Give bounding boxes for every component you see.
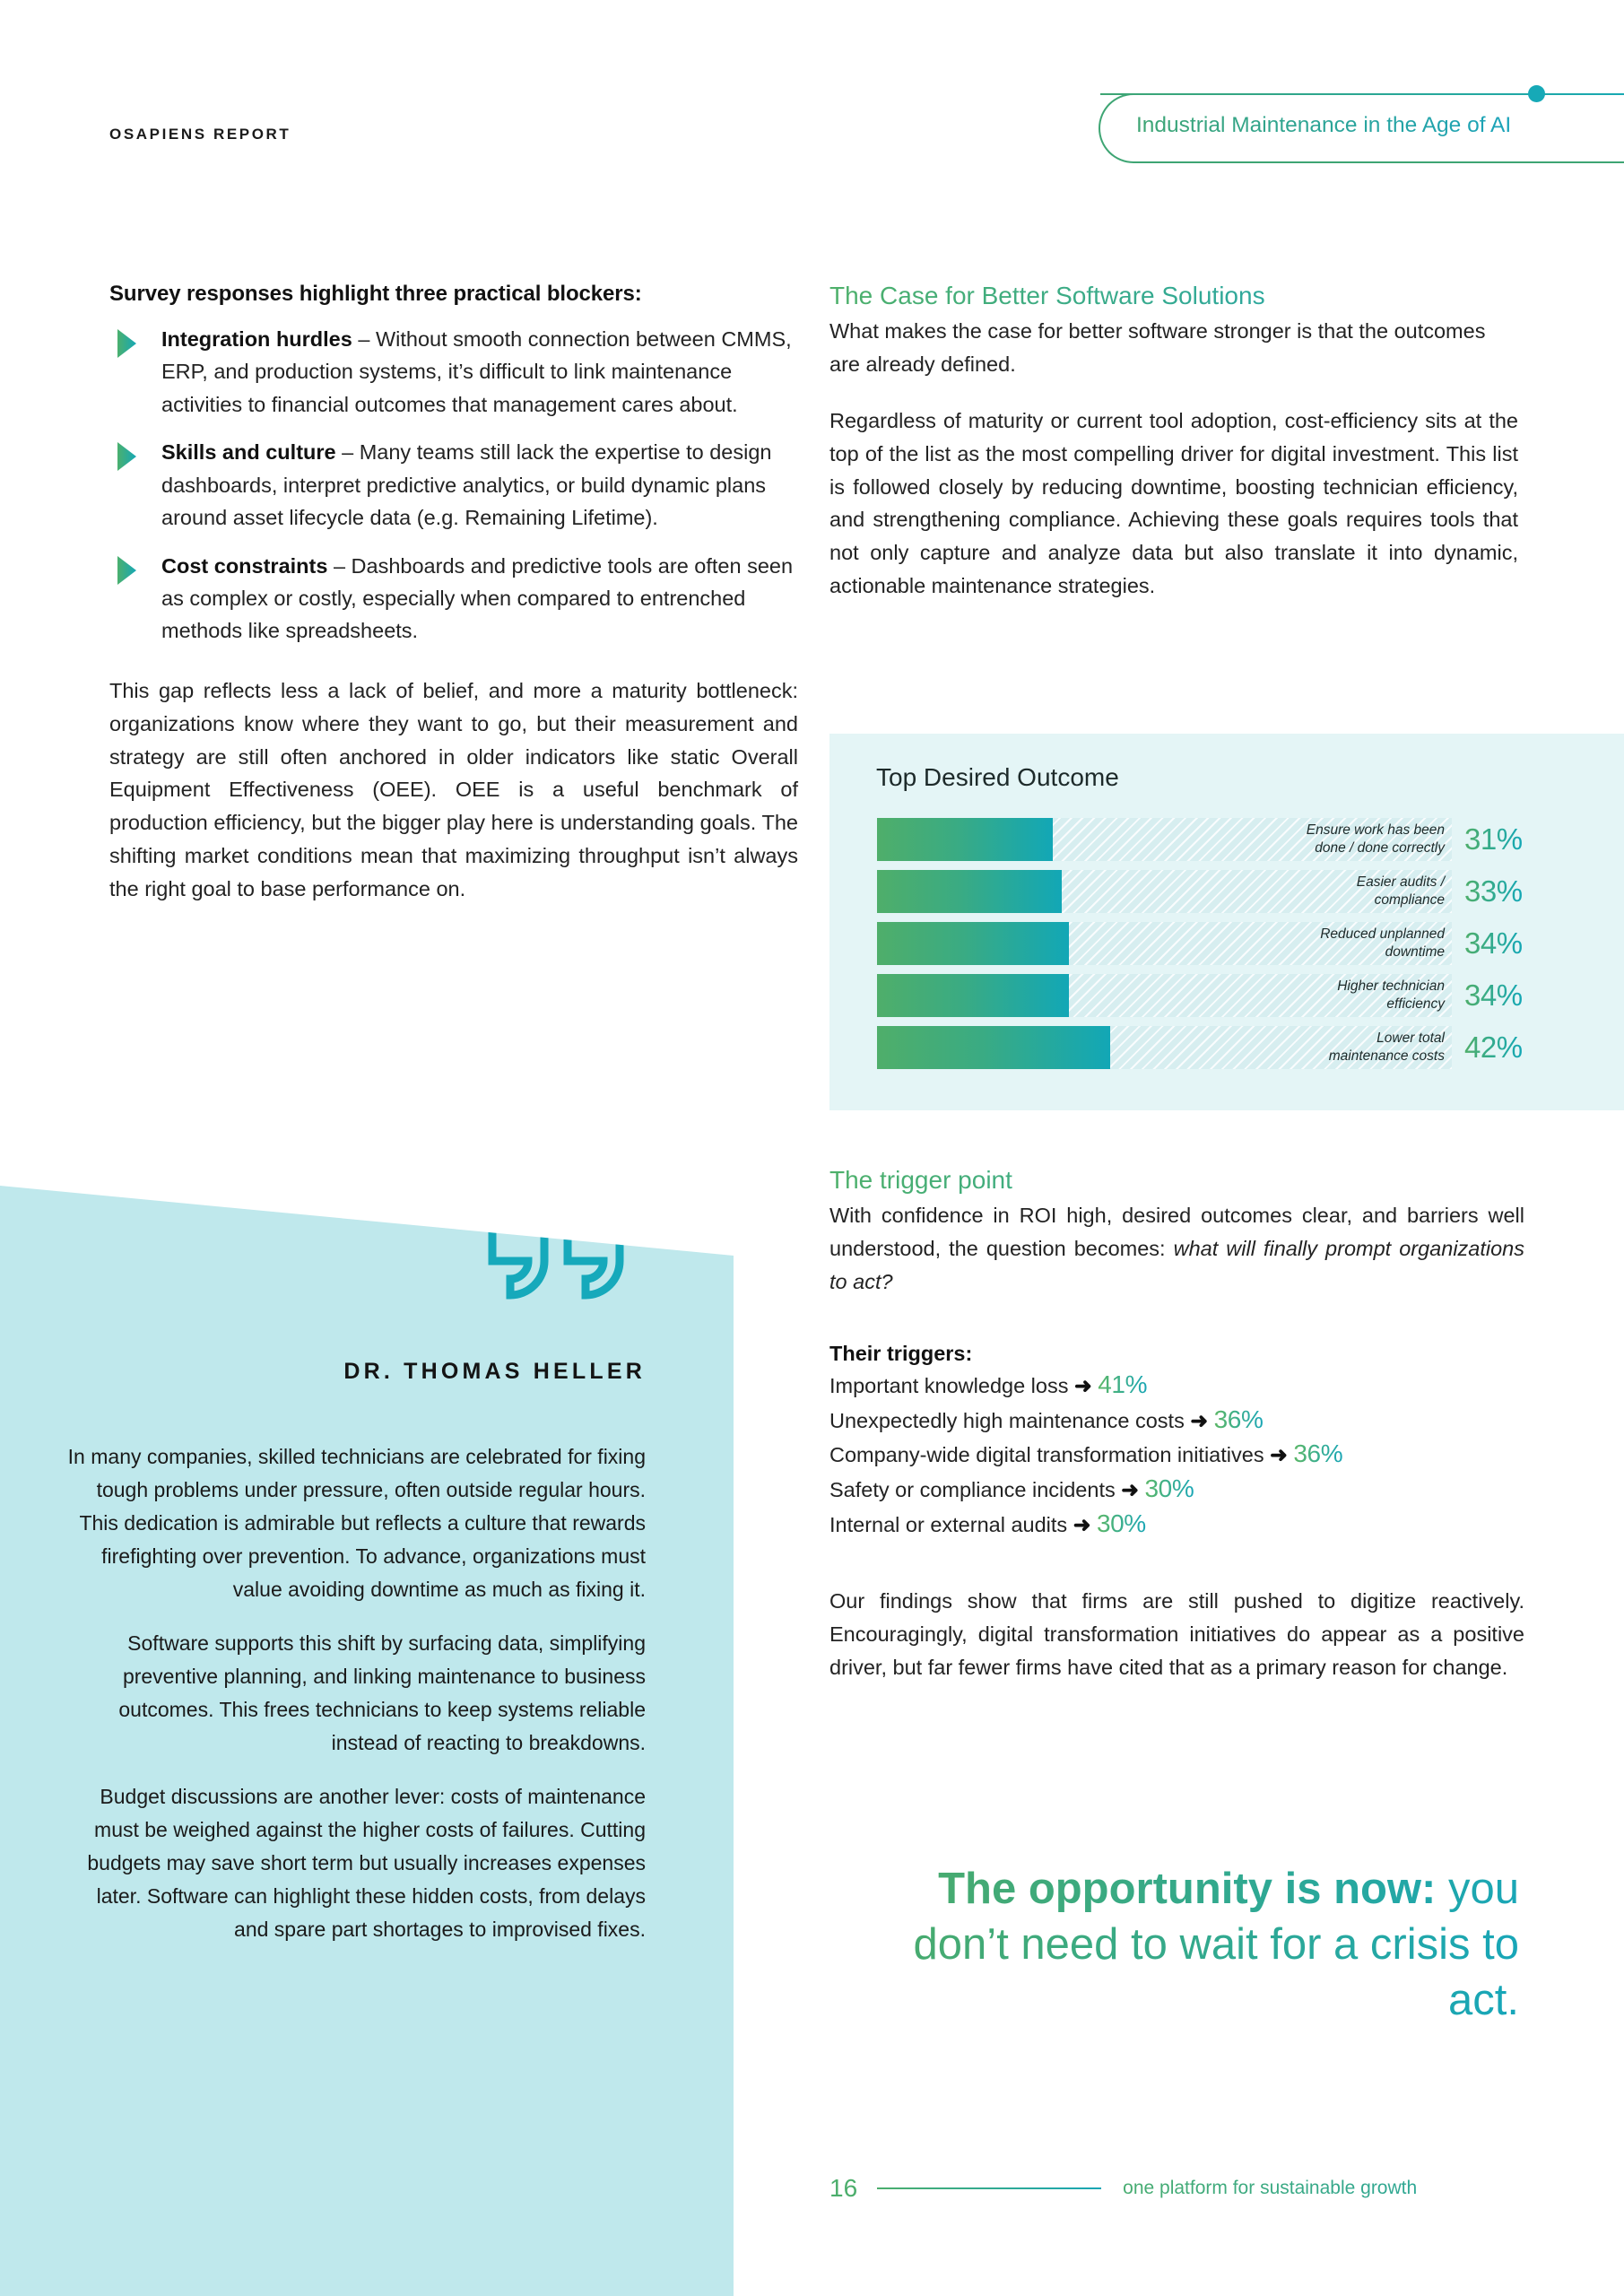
trigger-item: Important knowledge loss ➜ 41% <box>829 1368 1524 1403</box>
bar-value-label: 42% <box>1464 1031 1523 1064</box>
bar-value-label: 34% <box>1464 926 1523 960</box>
bullet-term: Cost constraints <box>161 553 328 578</box>
quote-callout: DR. THOMAS HELLER In many companies, ski… <box>0 1186 734 2296</box>
trigger-item: Unexpectedly high maintenance costs ➜ 36… <box>829 1403 1524 1438</box>
bullet-term: Integration hurdles <box>161 327 352 351</box>
footer-divider <box>877 2187 1102 2189</box>
trigger-item: Safety or compliance incidents ➜ 30% <box>829 1472 1524 1507</box>
page-number: 16 <box>829 2174 858 2202</box>
chart-bars: Ensure work has been done / done correct… <box>877 818 1584 1078</box>
bar-fill <box>877 974 1070 1017</box>
quotation-mark-icon <box>484 1197 628 1305</box>
report-label: OSAPIENS REPORT <box>109 126 291 143</box>
list-item: Integration hurdles – Without smooth con… <box>109 323 798 421</box>
bar-track: Reduced unplanned downtime <box>877 922 1452 965</box>
right-column: The Case for Better Software Solutions W… <box>829 282 1518 626</box>
bar-category-label: Reduced unplanned downtime <box>1320 926 1445 960</box>
bar-value-label: 31% <box>1464 822 1523 856</box>
trigger-value: 30% <box>1144 1474 1194 1503</box>
header-title-tag: Industrial Maintenance in the Age of AI <box>1099 85 1624 163</box>
left-column: Survey responses highlight three practic… <box>109 282 798 929</box>
section-heading-software: The Case for Better Software Solutions <box>829 282 1518 310</box>
trigger-point-section: The trigger point With confidence in ROI… <box>829 1166 1524 1708</box>
bar-track: Higher technician efficiency <box>877 974 1452 1017</box>
bar-fill <box>877 818 1053 861</box>
bullet-text: – Many teams still lack the expertise to… <box>161 440 772 530</box>
arrow-right-icon: ➜ <box>1074 1373 1092 1397</box>
chart-bar-row: Reduced unplanned downtime 34% <box>877 922 1584 965</box>
left-lead-heading: Survey responses highlight three practic… <box>109 282 642 306</box>
header-tag-shape <box>1099 92 1624 163</box>
bar-track: Lower total maintenance costs <box>877 1026 1452 1069</box>
bullet-text: – Dashboards and predictive tools are of… <box>161 553 794 643</box>
arrow-right-icon: ➜ <box>1073 1513 1091 1537</box>
list-item: Skills and culture – Many teams still la… <box>109 436 798 534</box>
chart-bar-row: Lower total maintenance costs 42% <box>877 1026 1584 1069</box>
chart-bar-row: Easier audits / compliance 33% <box>877 870 1584 913</box>
bar-category-label: Lower total maintenance costs <box>1328 1031 1445 1064</box>
bar-fill <box>877 922 1070 965</box>
trigger-label: Unexpectedly high maintenance costs <box>829 1408 1185 1432</box>
trigger-label: Important knowledge loss <box>829 1373 1069 1397</box>
bar-fill <box>877 870 1063 913</box>
bar-fill <box>877 1026 1110 1069</box>
quote-paragraph: In many companies, skilled technicians a… <box>67 1445 646 1602</box>
quote-body: In many companies, skilled technicians a… <box>63 1440 646 1946</box>
trigger-value: 41% <box>1098 1370 1148 1398</box>
bullet-term: Skills and culture <box>161 440 336 465</box>
page-footer: 16 one platform for sustainable growth <box>829 2174 1520 2203</box>
trigger-label: Safety or compliance incidents <box>829 1478 1116 1502</box>
trigger-intro-italic: what will finally prompt organizations t… <box>829 1236 1524 1293</box>
section-heading-trigger: The trigger point <box>829 1166 1524 1195</box>
closing-paragraph: Our findings show that firms are still p… <box>829 1589 1524 1679</box>
bar-track: Easier audits / compliance <box>877 870 1452 913</box>
chart-top-desired-outcome: Top Desired Outcome Ensure work has been… <box>829 734 1624 1110</box>
bar-value-label: 33% <box>1464 874 1523 908</box>
quote-paragraph: Software supports this shift by surfacin… <box>118 1631 646 1755</box>
quote-paragraph: Budget discussions are another lever: co… <box>87 1785 646 1942</box>
blockers-list: Integration hurdles – Without smooth con… <box>109 323 798 648</box>
bar-value-label: 34% <box>1464 978 1523 1012</box>
trigger-value: 36% <box>1213 1405 1264 1433</box>
chart-bar-row: Higher technician efficiency 34% <box>877 974 1584 1017</box>
quote-author: DR. THOMAS HELLER <box>343 1359 646 1384</box>
trigger-item: Company-wide digital transformation init… <box>829 1437 1524 1472</box>
arrow-right-icon: ➜ <box>1270 1443 1288 1467</box>
header-tag-dot-icon <box>1528 85 1545 102</box>
left-body-paragraph: This gap reflects less a lack of belief,… <box>109 678 798 901</box>
bar-category-label: Easier audits / compliance <box>1356 874 1445 908</box>
footer-tagline: one platform for sustainable growth <box>1123 2178 1418 2198</box>
trigger-item: Internal or external audits ➜ 30% <box>829 1507 1524 1542</box>
trigger-label: Internal or external audits <box>829 1513 1068 1537</box>
bar-track: Ensure work has been done / done correct… <box>877 818 1452 861</box>
bullet-text: – Without smooth connection between CMMS… <box>161 327 792 416</box>
bar-category-label: Ensure work has been done / done correct… <box>1306 822 1445 856</box>
triggers-heading: Their triggers: <box>829 1341 973 1365</box>
opportunity-bold: The opportunity is now: <box>938 1865 1437 1913</box>
list-item: Cost constraints – Dashboards and predic… <box>109 550 798 648</box>
chart-bar-row: Ensure work has been done / done correct… <box>877 818 1584 861</box>
arrow-right-icon: ➜ <box>1121 1478 1139 1502</box>
trigger-intro-text: With confidence in ROI high, desired out… <box>829 1204 1524 1260</box>
software-paragraph-1: What makes the case for better software … <box>829 319 1486 376</box>
header-tag-title: Industrial Maintenance in the Age of AI <box>1136 113 1512 137</box>
trigger-value: 36% <box>1293 1439 1343 1468</box>
bar-category-label: Higher technician efficiency <box>1337 978 1445 1012</box>
trigger-label: Company-wide digital transformation init… <box>829 1443 1264 1467</box>
opportunity-statement: The opportunity is now: you don’t need t… <box>897 1861 1519 2029</box>
chart-title: Top Desired Outcome <box>876 763 1119 791</box>
trigger-value: 30% <box>1096 1509 1146 1538</box>
arrow-right-icon: ➜ <box>1190 1408 1209 1432</box>
software-paragraph-2: Regardless of maturity or current tool a… <box>829 408 1518 598</box>
